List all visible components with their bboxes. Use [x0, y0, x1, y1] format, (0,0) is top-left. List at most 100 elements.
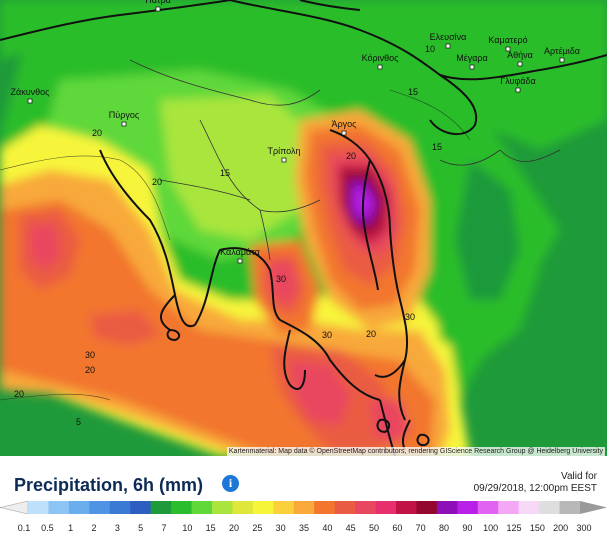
city-marker	[445, 43, 451, 49]
city-tripoli[interactable]: Τρίπολη	[267, 146, 301, 163]
legend-tick-label: 0.5	[41, 523, 54, 533]
valid-label: Valid for	[561, 471, 597, 482]
legend-swatch	[171, 501, 193, 514]
valid-time: Valid for 09/29/2018, 12:00pm EEST	[474, 471, 597, 495]
legend-tick-label: 3	[115, 523, 120, 533]
legend-swatch	[355, 501, 377, 514]
contour-label: 30	[405, 312, 415, 322]
color-scale-legend: 0.1 0.5 1 2 3 5 7 10 15 20 25 30 35 40 45 50 60 70 80 90 100…	[0, 498, 607, 538]
contour-label: 30	[85, 350, 95, 360]
city-marker	[517, 61, 523, 67]
city-marker	[469, 64, 475, 70]
legend-swatch	[457, 501, 479, 514]
legend-tick-label: 25	[252, 523, 262, 533]
contour-label: 15	[220, 168, 230, 178]
legend-title: Precipitation, 6h (mm)	[14, 475, 204, 495]
legend-tick-label: 40	[322, 523, 332, 533]
legend-tick-label: 45	[346, 523, 356, 533]
city-korinthos[interactable]: Κόρινθος	[362, 53, 400, 70]
borders	[129, 59, 561, 261]
info-icon[interactable]: i	[222, 475, 239, 492]
contour-label: 20	[152, 177, 162, 187]
legend-swatch	[293, 501, 315, 514]
legend-swatch	[518, 501, 540, 514]
legend-tick-label: 20	[229, 523, 239, 533]
legend-tick-label: 15	[206, 523, 216, 533]
coastline	[0, 0, 607, 456]
legend-tick-label: 2	[91, 523, 96, 533]
city-marker	[155, 6, 161, 12]
legend-swatch	[109, 501, 131, 514]
legend-swatch	[334, 501, 356, 514]
legend-swatch	[375, 501, 397, 514]
legend-tick-label: 150	[530, 523, 545, 533]
legend-swatch	[191, 501, 213, 514]
city-label: Καλαμάτα	[220, 247, 260, 257]
city-label: Γλυφάδα	[500, 76, 535, 86]
contour-label: 15	[432, 142, 442, 152]
city-label: Άργος	[332, 119, 358, 129]
legend-tick-label: 60	[392, 523, 402, 533]
legend-swatch	[68, 501, 90, 514]
city-glyfada[interactable]: Γλυφάδα	[500, 76, 536, 93]
city-elefsina[interactable]: Ελευσίνα	[430, 32, 467, 49]
legend-swatch	[150, 501, 172, 514]
city-label: Αρτέμιδα	[544, 46, 580, 56]
legend-swatch	[477, 501, 499, 514]
city-artemida[interactable]: Αρτέμιδα	[544, 46, 580, 63]
city-marker	[515, 87, 521, 93]
legend-tick-label: 50	[369, 523, 379, 533]
city-marker	[27, 98, 33, 104]
legend-under-arrow	[0, 500, 29, 515]
legend-tick-label: 30	[276, 523, 286, 533]
contour-label: 20	[85, 365, 95, 375]
city-athina[interactable]: Αθήνα	[507, 50, 533, 67]
city-label: Κόρινθος	[362, 53, 400, 63]
contour-label: 20	[346, 151, 356, 161]
city-marker	[281, 157, 287, 163]
city-marker	[237, 258, 243, 264]
legend-tick-label: 125	[506, 523, 521, 533]
city-label: Τρίπολη	[267, 146, 300, 156]
legend-swatch	[252, 501, 274, 514]
legend-over-arrow	[580, 501, 607, 514]
contour-label: 30	[276, 274, 286, 284]
city-marker	[505, 46, 511, 52]
contour-label: 10	[425, 44, 435, 54]
legend-swatch	[396, 501, 417, 514]
city-argos[interactable]: Άργος	[332, 119, 358, 136]
legend-tick-label: 70	[416, 523, 426, 533]
contour-label: 30	[322, 330, 332, 340]
city-kalamata[interactable]: Καλαμάτα	[220, 247, 260, 264]
city-label: Πύργος	[109, 110, 140, 120]
contour-label: 15	[408, 87, 418, 97]
legend-swatch	[212, 501, 233, 514]
city-kamatero[interactable]: Καματερό	[488, 35, 528, 52]
legend-swatch	[48, 501, 70, 514]
contour-label: 20	[92, 128, 102, 138]
contour-label: 20	[14, 389, 24, 399]
city-label: Ζάκυνθος	[11, 87, 51, 97]
legend-swatch	[539, 501, 561, 514]
city-zakynthos[interactable]: Ζάκυνθος	[11, 87, 51, 104]
legend-tick-label: 90	[462, 523, 472, 533]
legend-swatch	[232, 501, 254, 514]
precipitation-map[interactable]: Πάτρα Ελευσίνα Καματερό Αθήνα Αρτέμιδα Κόρινθ…	[0, 0, 607, 456]
city-pyrgos[interactable]: Πύργος	[109, 110, 140, 127]
contour-label: 20	[366, 329, 376, 339]
legend-swatch	[498, 501, 520, 514]
legend-tick-label: 35	[299, 523, 309, 533]
legend-tick-label: 0.1	[18, 523, 31, 533]
legend-swatch	[273, 501, 295, 514]
legend-tick-label: 200	[553, 523, 568, 533]
legend-swatch	[314, 501, 336, 514]
city-label: Αθήνα	[507, 50, 533, 60]
city-megara[interactable]: Μέγαρα	[456, 53, 488, 70]
islands	[166, 328, 430, 447]
city-label: Πάτρα	[145, 0, 171, 5]
legend-swatch	[416, 501, 438, 514]
legend-tick-label: 10	[182, 523, 192, 533]
valid-datetime: 09/29/2018, 12:00pm EEST	[473, 483, 597, 494]
legend-tick-label: 7	[161, 523, 166, 533]
city-patra[interactable]: Πάτρα	[145, 0, 171, 12]
